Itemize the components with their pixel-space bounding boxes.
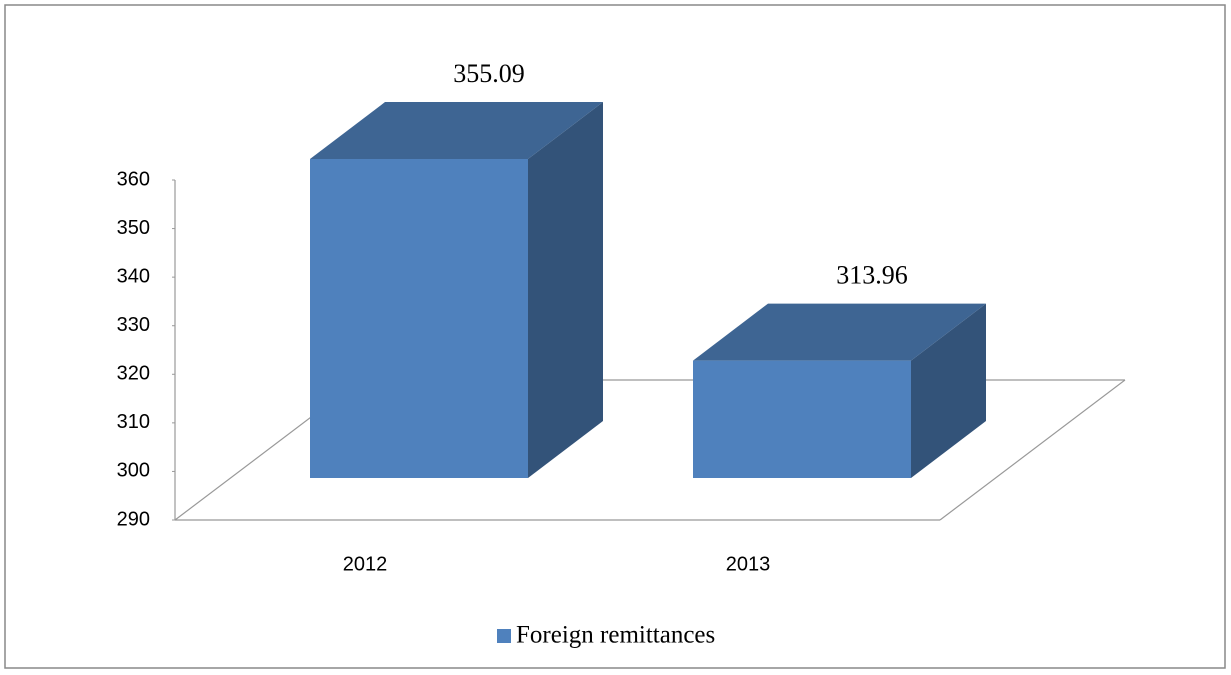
- y-tick-label: 290: [117, 508, 150, 530]
- bar: [693, 303, 986, 478]
- y-tick-label: 330: [117, 314, 150, 336]
- bar-face: [310, 159, 528, 478]
- y-tick-label: 310: [117, 411, 150, 433]
- bar-face: [310, 102, 603, 160]
- bar-face: [693, 303, 986, 361]
- floor-edge: [939, 379, 1126, 521]
- value-label: 355.09: [453, 59, 525, 88]
- y-tick-label: 340: [117, 265, 150, 287]
- x-tick-label: 2012: [343, 553, 388, 575]
- bar-face: [693, 360, 911, 478]
- y-tick-label: 350: [117, 217, 150, 239]
- y-tick-label: 300: [117, 460, 150, 482]
- legend-swatch: [497, 629, 511, 643]
- y-tick-label: 320: [117, 363, 150, 385]
- bar: [310, 102, 603, 479]
- y-tick-label: 360: [117, 168, 150, 190]
- bar-face: [911, 303, 986, 478]
- x-tick-label: 2013: [726, 553, 771, 575]
- legend-label: Foreign remittances: [516, 622, 715, 649]
- chart-border: [4, 4, 1226, 669]
- value-label: 313.96: [836, 261, 908, 290]
- bar-face: [528, 102, 603, 479]
